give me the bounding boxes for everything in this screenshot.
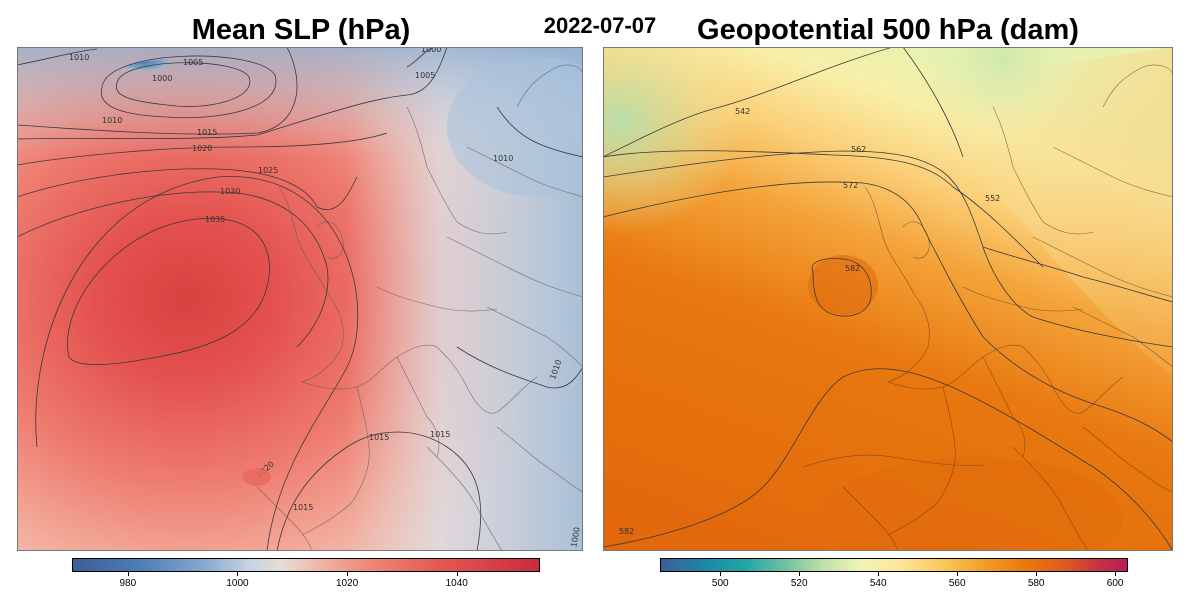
contour-552-c [982,246,1173,303]
slp-label-1035: 1035 [205,215,225,224]
z500-label-552: 552 [985,194,1000,203]
isobar-1010 [17,47,298,135]
contour-582-b [603,368,1173,551]
z500-tick-label-3: 560 [948,578,966,589]
slp-label-1010-a: 1010 [69,53,89,62]
z500-tick-mark-0 [720,572,722,576]
slp-label-1020: 1020 [192,144,212,153]
contour-572 [603,181,1173,443]
z500-label-572: 572 [843,181,858,190]
contour-542 [603,47,894,158]
z500-contours [603,47,1173,551]
z500-tick-label-4: 580 [1027,578,1045,589]
z500-tick-label-1: 520 [790,578,808,589]
isobar-1010-se [456,346,583,389]
contour-552-b [902,47,964,158]
slp-panel-title: Mean SLP (hPa) [191,14,411,46]
z500-tick-mark-4 [1036,572,1038,576]
slp-label-1010-c: 1010 [493,154,513,163]
z500-label-562: 562 [851,145,866,154]
slp-map: 1010 1005 1000 1000 1005 1010 1015 1020 … [17,47,583,551]
z500-label-582-b: 582 [619,527,634,536]
slp-label-1005-b: 1005 [415,71,435,80]
slp-isobars [17,47,583,551]
z500-label-582-a: 582 [845,264,860,273]
isobar-1020 [17,132,388,166]
z500-panel-title: Geopotential 500 hPa (dam) [697,14,1079,46]
slp-local-high [243,468,271,486]
z500-tick-label-0: 500 [711,578,729,589]
isobar-1010-east [496,106,583,158]
isobar-1030 [17,191,329,348]
slp-label-1015-d: 1015 [293,503,313,512]
z500-coastlines [802,64,1173,551]
z500-tick-mark-2 [878,572,880,576]
z500-map-frame [603,47,1173,551]
slp-tick-mark-0 [127,572,129,576]
isobar-1000 [115,62,251,107]
slp-label-1015-a: 1015 [197,128,217,137]
slp-colorbar [72,558,540,572]
slp-label-1025: 1025 [258,166,278,175]
slp-coastlines [256,64,583,551]
z500-tick-label-5: 600 [1106,578,1124,589]
z500-tick-label-2: 540 [869,578,887,589]
contour-582-a [811,258,872,317]
slp-tick-mark-2 [347,572,349,576]
slp-label-1000-c: 1000 [569,526,581,548]
isobar-1030-outer [35,176,358,551]
contour-552 [603,150,1044,268]
slp-label-1010-b: 1010 [102,116,122,125]
slp-label-1015-b: 1015 [430,430,450,439]
date-label: 2022-07-07 [543,13,657,38]
z500-tick-mark-5 [1115,572,1117,576]
z500-south-high [823,457,1123,551]
slp-low-pressure-area [102,59,252,107]
z500-tick-mark-1 [799,572,801,576]
slp-tick-label-0: 980 [119,578,137,589]
slp-tick-label-1: 1000 [226,578,249,589]
slp-label-1000-a: 1000 [152,74,172,83]
slp-map-frame [17,47,583,551]
slp-tick-label-3: 1040 [445,578,468,589]
slp-tick-mark-3 [456,572,458,576]
z500-label-542: 542 [735,107,750,116]
z500-high-centre [808,255,878,315]
isobar-1025 [17,168,358,210]
slp-label-1000-b: 1000 [421,47,441,54]
contour-562 [603,150,1173,348]
slp-northeast-low [447,57,583,197]
z500-contour-labels: 542 562 572 552 582 582 [619,107,1000,536]
slp-label-1015-c: 1015 [369,433,389,442]
z500-ne-low [603,47,1173,551]
isobar-1005 [100,55,277,119]
z500-tick-mark-3 [957,572,959,576]
isobar-1015 [17,47,448,140]
isobar-1035 [67,217,270,365]
z500-map: 542 562 572 552 582 582 [603,47,1173,551]
slp-tick-mark-1 [237,572,239,576]
z500-colorbar [660,558,1128,572]
isobar-1015-south [276,431,482,551]
slp-tick-label-2: 1020 [335,578,359,589]
slp-label-1030: 1030 [220,187,240,196]
slp-label-1005-a: 1005 [183,58,203,67]
